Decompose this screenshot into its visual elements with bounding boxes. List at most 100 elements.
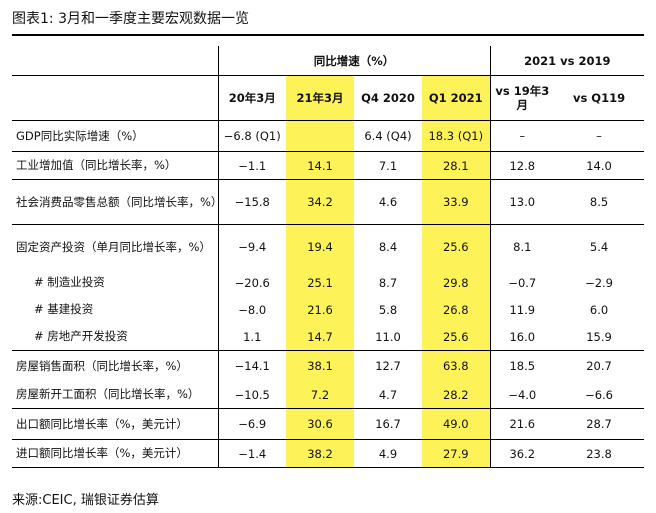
cell-q4-2020: 6.4 (Q4) — [354, 120, 422, 152]
table-row: 固定资产投资（单月同比增长率，%） −9.4 19.4 8.4 25.6 8.1… — [12, 224, 645, 269]
cell-mar-2020: −20.6 — [217, 269, 286, 296]
cell-mar-2020: −14.1 — [217, 350, 286, 381]
cell-mar-2020: 1.1 — [217, 323, 286, 351]
col-header-mar-2021: 21年3月 — [286, 75, 354, 121]
cell-vs-q1-2019: 8.5 — [554, 179, 645, 225]
cell-q1-2021: 27.9 — [422, 439, 491, 468]
cell-vs-mar-2019: 11.9 — [489, 296, 555, 323]
col-header-q1-2021: Q1 2021 — [422, 75, 491, 121]
row-label: 房屋新开工面积（同比增长率，%） — [16, 387, 200, 401]
cell-vs-mar-2019: – — [489, 120, 555, 152]
cell-mar-2021: 38.1 — [286, 350, 354, 381]
cell-mar-2020: −1.4 — [217, 439, 286, 468]
cell-vs-q1-2019: 15.9 — [586, 329, 612, 344]
row-label: # 制造业投资 — [34, 275, 105, 289]
cell-q4-2020: 11.0 — [375, 329, 401, 344]
cell-mar-2021: 25.1 — [286, 269, 354, 296]
cell-q1-2021: 28.1 — [422, 151, 491, 180]
row-label: 出口额同比增长率（%，美元计） — [12, 408, 218, 440]
cell-q1-2021: 49.0 — [422, 408, 491, 440]
cell-q1-2021: 33.9 — [422, 179, 491, 225]
cell-mar-2021: 30.6 — [286, 408, 354, 440]
table-row: 房屋新开工面积（同比增长率，%） −10.5 7.2 4.7 28.2 −4.0… — [12, 381, 644, 409]
cell-q1-2021: 63.8 — [422, 350, 491, 381]
cell-vs-q1-2019: 23.8 — [554, 439, 645, 468]
row-label: 社会消费品零售总额（同比增长率，%） — [12, 179, 222, 225]
cell-vs-q1-2019: 28.7 — [554, 408, 645, 440]
cell-mar-2021 — [286, 120, 354, 152]
cell-mar-2021: 19.4 — [286, 224, 354, 269]
header-group-yoy: 同比增速（%） — [217, 46, 491, 76]
cell-mar-2020: −15.8 — [217, 179, 286, 225]
cell-vs-mar-2019: 13.0 — [489, 179, 555, 225]
cell-vs-mar-2019: 8.1 — [489, 224, 555, 269]
row-label: 房屋销售面积（同比增长率，%） — [12, 350, 218, 381]
cell-q4-2020: 8.7 — [378, 275, 398, 290]
cell-q4-2020: 7.1 — [354, 151, 422, 180]
cell-mar-2021: 14.7 — [286, 323, 354, 351]
cell-vs-mar-2019: 12.8 — [489, 151, 555, 180]
cell-mar-2020: −6.9 — [217, 408, 286, 440]
title-rule — [12, 34, 644, 36]
header-row-columns: 20年3月 21年3月 Q4 2020 Q1 2021 vs 19年3月 vs … — [12, 75, 645, 121]
cell-vs-mar-2019: 18.5 — [489, 350, 555, 381]
cell-vs-mar-2019: −4.0 — [489, 381, 555, 409]
page-title: 图表1: 3月和一季度主要宏观数据一览 — [12, 11, 249, 27]
cell-vs-mar-2019: 21.6 — [489, 408, 555, 440]
cell-q1-2021: 25.6 — [422, 323, 491, 351]
macro-data-table-wrapper: 同比增速（%） 2021 vs 2019 20年3月 21年3月 Q4 2020… — [12, 46, 645, 468]
cell-mar-2020: −8.0 — [217, 296, 286, 323]
cell-vs-q1-2019: 14.0 — [554, 151, 645, 180]
table-row: GDP同比实际增速（%） −6.8 (Q1) 6.4 (Q4) 18.3 (Q1… — [12, 120, 645, 152]
cell-vs-q1-2019: −2.9 — [585, 275, 613, 290]
row-label: 固定资产投资（单月同比增长率，%） — [12, 224, 218, 269]
table-row: # 制造业投资 −20.6 25.1 8.7 29.8 −0.7 −2.9 — [12, 269, 644, 296]
header-group-2021-vs-2019: 2021 vs 2019 — [489, 46, 645, 76]
source-note: 来源:CEIC, 瑞银证券估算 — [12, 493, 159, 508]
macro-data-table: 同比增速（%） 2021 vs 2019 20年3月 21年3月 Q4 2020… — [12, 46, 645, 468]
row-label: # 基建投资 — [34, 302, 94, 316]
header-blank — [12, 46, 218, 76]
table-row: 进口额同比增长率（%，美元计） −1.4 38.2 4.9 27.9 36.2 … — [12, 439, 645, 468]
cell-q1-2021: 29.8 — [422, 269, 491, 296]
cell-mar-2021: 38.2 — [286, 439, 354, 468]
cell-vs-q1-2019: 6.0 — [589, 302, 609, 317]
cell-mar-2021: 7.2 — [286, 381, 354, 409]
cell-q4-2020: 16.7 — [354, 408, 422, 440]
cell-q1-2021: 26.8 — [422, 296, 491, 323]
table-row: 工业增加值（同比增长率，%） −1.1 14.1 7.1 28.1 12.8 1… — [12, 151, 645, 180]
cell-q4-2020: 4.9 — [354, 439, 422, 468]
cell-q4-2020: 5.8 — [378, 302, 398, 317]
cell-mar-2021: 14.1 — [286, 151, 354, 180]
table-row: 房屋销售面积（同比增长率，%） −14.1 38.1 12.7 63.8 18.… — [12, 350, 645, 381]
cell-vs-mar-2019: −0.7 — [489, 269, 555, 296]
cell-mar-2021: 34.2 — [286, 179, 354, 225]
cell-mar-2020: −1.1 — [217, 151, 286, 180]
header-row-groups: 同比增速（%） 2021 vs 2019 — [12, 46, 645, 76]
table-row: # 房地产开发投资 1.1 14.7 11.0 25.6 16.0 15.9 — [12, 323, 644, 351]
cell-vs-mar-2019: 36.2 — [489, 439, 555, 468]
col-header-mar-2020: 20年3月 — [217, 75, 286, 121]
cell-mar-2020: −9.4 — [217, 224, 286, 269]
cell-vs-q1-2019: 20.7 — [554, 350, 645, 381]
cell-q4-2020: 4.6 — [354, 179, 422, 225]
cell-q1-2021: 18.3 (Q1) — [422, 120, 491, 152]
cell-q1-2021: 25.6 — [422, 224, 491, 269]
cell-vs-q1-2019: 5.4 — [554, 224, 645, 269]
row-label: 工业增加值（同比增长率，%） — [12, 151, 218, 180]
row-label: GDP同比实际增速（%） — [12, 120, 218, 152]
row-label: 进口额同比增长率（%，美元计） — [12, 439, 218, 468]
cell-q1-2021: 28.2 — [422, 381, 491, 409]
cell-mar-2021: 21.6 — [286, 296, 354, 323]
cell-q4-2020: 12.7 — [354, 350, 422, 381]
table-row: 社会消费品零售总额（同比增长率，%） −15.8 34.2 4.6 33.9 1… — [12, 179, 645, 225]
cell-mar-2020: −6.8 (Q1) — [217, 120, 286, 152]
table-row: # 基建投资 −8.0 21.6 5.8 26.8 11.9 6.0 — [12, 296, 644, 323]
row-label: # 房地产开发投资 — [34, 329, 128, 343]
cell-vs-mar-2019: 16.0 — [489, 323, 555, 351]
cell-mar-2020: −10.5 — [217, 381, 286, 409]
table-row: 出口额同比增长率（%，美元计） −6.9 30.6 16.7 49.0 21.6… — [12, 408, 645, 440]
col-header-q4-2020: Q4 2020 — [354, 75, 422, 121]
cell-vs-q1-2019: −6.6 — [585, 387, 613, 402]
cell-vs-q1-2019: – — [554, 120, 645, 152]
